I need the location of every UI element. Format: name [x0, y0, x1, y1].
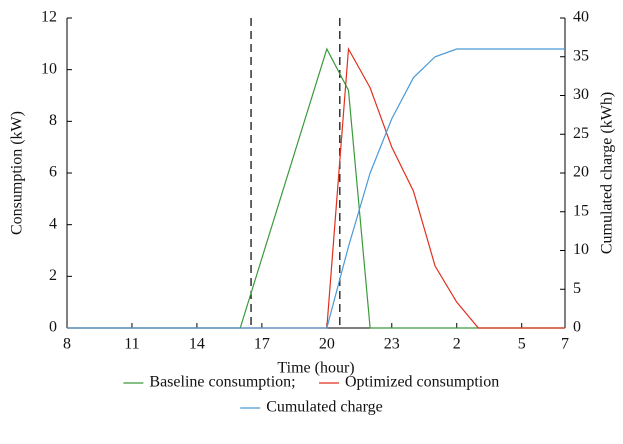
x-tick-label: 2 [453, 336, 461, 353]
y-tick-label: 8 [49, 112, 57, 129]
legend-label: Baseline consumption; [149, 374, 295, 391]
y2-tick-label: 20 [573, 164, 589, 181]
y2-tick-label: 10 [573, 241, 589, 258]
x-tick-label: 7 [561, 336, 569, 353]
x-tick-label: 23 [384, 336, 400, 353]
y2-tick-label: 25 [573, 125, 589, 142]
x-axis-label: Time (hour) [277, 360, 354, 377]
series-line [67, 47, 565, 329]
x-tick-label: 8 [63, 336, 71, 353]
y2-tick-label: 0 [573, 319, 581, 336]
series-line [67, 48, 565, 329]
y-tick-label: 10 [41, 60, 57, 77]
y2-axis-label: Cumulated charge (kWh) [599, 92, 616, 254]
x-tick-label: 5 [518, 336, 526, 353]
y-tick-label: 0 [49, 319, 57, 336]
y2-tick-label: 40 [573, 9, 589, 26]
y2-tick-label: 35 [573, 47, 589, 64]
legend-label: Cumulated charge [266, 399, 383, 416]
x-tick-label: 11 [124, 336, 139, 353]
y-tick-label: 4 [49, 215, 57, 232]
y-tick-label: 6 [49, 164, 57, 181]
x-tick-label: 20 [319, 336, 335, 353]
y2-tick-label: 30 [573, 86, 589, 103]
x-tick-label: 17 [254, 336, 270, 353]
series-line [67, 46, 565, 329]
y-tick-label: 2 [49, 267, 57, 284]
legend-label: Optimized consumption [345, 374, 499, 391]
y2-tick-label: 15 [573, 202, 589, 219]
y2-tick-label: 5 [573, 280, 581, 297]
y-axis-label: Consumption (kW) [9, 111, 26, 235]
y-tick-label: 12 [41, 9, 57, 26]
x-tick-label: 14 [189, 336, 205, 353]
